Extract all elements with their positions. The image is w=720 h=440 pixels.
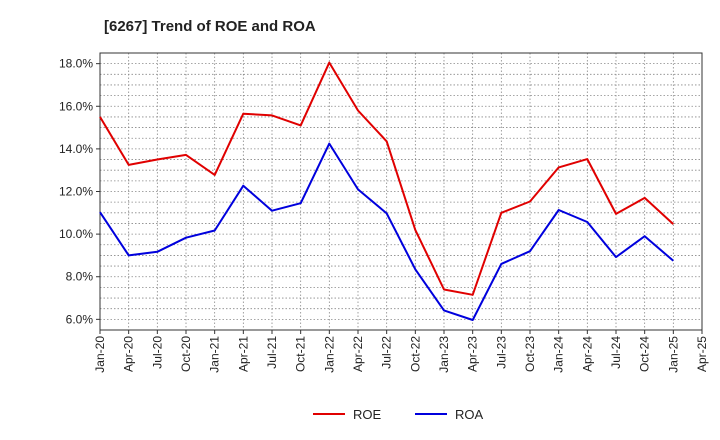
y-tick-label: 12.0% xyxy=(59,185,93,199)
x-tick-label: Jan-24 xyxy=(552,336,566,373)
x-tick-label: Jan-23 xyxy=(437,336,451,373)
legend-label-roa: ROA xyxy=(455,407,484,422)
x-tick-label: Jan-25 xyxy=(666,336,680,373)
chart-title: [6267] Trend of ROE and ROA xyxy=(104,18,316,35)
x-tick-label: Apr-22 xyxy=(351,336,365,372)
x-tick-label: Jul-24 xyxy=(609,336,623,369)
x-tick-label: Jan-21 xyxy=(208,336,222,373)
x-axis-ticks: Jan-20 Apr-20 Jul-20 Oct-20 Jan-21 Apr-21 Jul-… xyxy=(93,330,709,373)
series-lines xyxy=(99,61,674,321)
x-tick-label: Oct-21 xyxy=(294,336,308,372)
x-tick-label: Jan-20 xyxy=(93,336,107,373)
x-tick-label: Oct-22 xyxy=(408,336,422,372)
x-tick-label: Apr-25 xyxy=(695,336,709,372)
x-tick-label: Jan-22 xyxy=(322,336,336,373)
x-tick-label: Apr-23 xyxy=(466,336,480,372)
y-tick-label: 16.0% xyxy=(59,99,93,113)
x-tick-label: Jul-23 xyxy=(494,336,508,369)
plot-area xyxy=(99,52,703,331)
legend: ROE ROA xyxy=(313,407,484,422)
x-tick-label: Jul-21 xyxy=(265,336,279,369)
x-tick-label: Oct-24 xyxy=(638,336,652,372)
x-tick-label: Oct-20 xyxy=(179,336,193,372)
x-tick-label: Apr-21 xyxy=(236,336,250,372)
series-line-roa xyxy=(99,142,674,321)
x-tick-label: Apr-24 xyxy=(580,336,594,372)
x-tick-label: Jul-22 xyxy=(380,336,394,369)
y-tick-label: 18.0% xyxy=(59,57,93,71)
x-tick-label: Jul-20 xyxy=(150,336,164,369)
x-tick-label: Apr-20 xyxy=(122,336,136,372)
x-tick-label: Oct-23 xyxy=(523,336,537,372)
y-tick-label: 10.0% xyxy=(59,227,93,241)
y-axis-ticks: 6.0% 8.0% 10.0% 12.0% 14.0% 16.0% 18.0% xyxy=(59,57,100,326)
y-tick-label: 14.0% xyxy=(59,142,93,156)
legend-label-roe: ROE xyxy=(353,407,382,422)
y-tick-label: 8.0% xyxy=(66,270,94,284)
y-tick-label: 6.0% xyxy=(66,312,94,326)
series-line-roe xyxy=(99,61,674,296)
